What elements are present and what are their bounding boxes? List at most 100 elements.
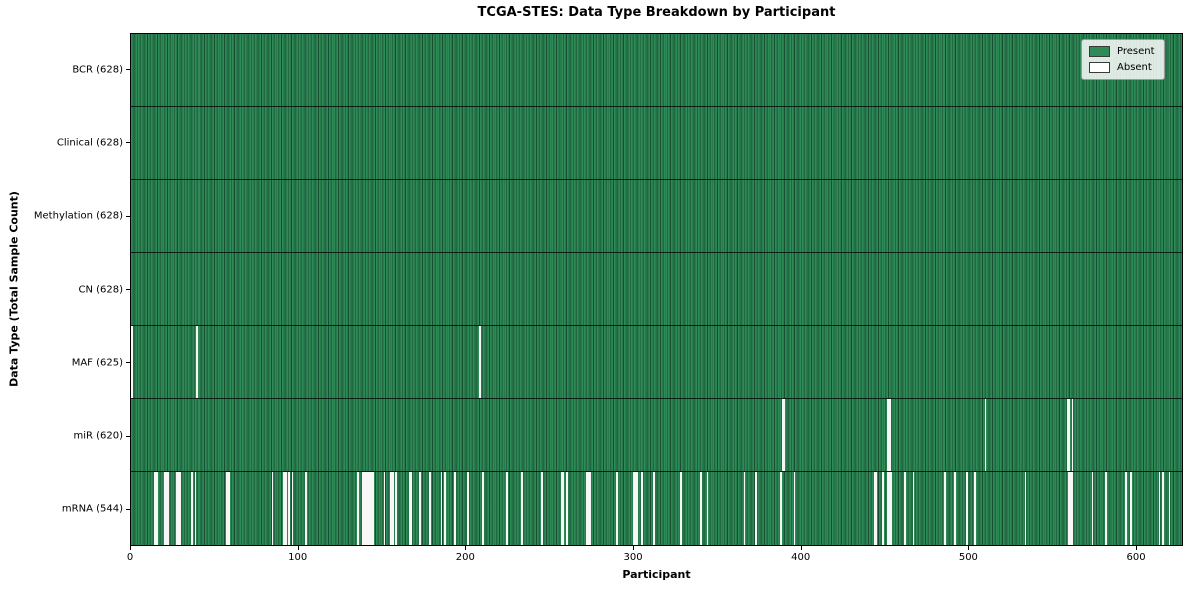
legend-label: Absent bbox=[1117, 62, 1152, 73]
absent-stripe bbox=[904, 472, 906, 545]
absent-stripe bbox=[793, 472, 796, 545]
absent-stripe bbox=[1125, 472, 1127, 545]
absent-stripe bbox=[520, 472, 523, 545]
legend: Present Absent bbox=[1081, 39, 1165, 80]
row-clinical bbox=[131, 107, 1182, 180]
x-axis-label: Participant bbox=[622, 568, 691, 581]
legend-entry-present: Present bbox=[1089, 46, 1155, 57]
absent-stripe bbox=[944, 472, 947, 545]
y-tick-mark bbox=[126, 362, 130, 364]
absent-stripe bbox=[1066, 399, 1069, 471]
x-tick-label: 200 bbox=[455, 552, 475, 563]
x-tick-label: 500 bbox=[958, 552, 978, 563]
x-tick-mark bbox=[968, 546, 970, 550]
absent-stripe bbox=[177, 472, 180, 545]
x-tick-label: 0 bbox=[126, 552, 134, 563]
absent-stripe bbox=[587, 472, 590, 545]
absent-stripe bbox=[636, 472, 639, 545]
absent-stripe bbox=[366, 472, 369, 545]
absent-stripe bbox=[283, 472, 285, 545]
absent-stripe bbox=[887, 399, 890, 471]
absent-stripe bbox=[616, 472, 618, 545]
absent-stripe bbox=[634, 472, 637, 545]
absent-stripe bbox=[194, 472, 197, 545]
absent-stripe bbox=[783, 399, 786, 471]
x-tick-label: 100 bbox=[288, 552, 308, 563]
absent-stripe bbox=[363, 472, 366, 545]
absent-stripe bbox=[589, 472, 592, 545]
absent-stripe bbox=[370, 472, 372, 545]
x-tick-mark bbox=[1136, 546, 1138, 550]
absent-stripe bbox=[882, 472, 885, 545]
y-tick-mark bbox=[126, 215, 130, 217]
absent-stripe bbox=[954, 472, 957, 545]
x-tick-label: 400 bbox=[791, 552, 811, 563]
row-maf bbox=[131, 326, 1182, 399]
absent-stripe bbox=[166, 472, 168, 545]
absent-stripe bbox=[966, 472, 968, 545]
absent-stripe bbox=[1024, 472, 1027, 545]
absent-stripe bbox=[633, 472, 635, 545]
absent-stripe bbox=[284, 472, 287, 545]
row-mir bbox=[131, 399, 1182, 472]
absent-stripe bbox=[383, 472, 386, 545]
absent-stripe bbox=[305, 472, 307, 545]
absent-stripe bbox=[743, 472, 746, 545]
absent-stripe bbox=[356, 472, 359, 545]
legend-swatch-present bbox=[1089, 46, 1110, 57]
row-bcr bbox=[131, 34, 1182, 107]
absent-stripe bbox=[395, 472, 398, 545]
absent-stripe bbox=[1091, 472, 1094, 545]
absent-stripe bbox=[226, 472, 229, 545]
absent-stripe bbox=[196, 326, 198, 398]
absent-stripe bbox=[974, 472, 977, 545]
absent-stripe bbox=[782, 399, 784, 471]
absent-stripe bbox=[482, 472, 485, 545]
absent-stripe bbox=[1158, 472, 1161, 545]
absent-stripe bbox=[889, 472, 891, 545]
x-tick-mark bbox=[297, 546, 299, 550]
absent-stripe bbox=[288, 472, 290, 545]
y-tick-label-mir: miR (620) bbox=[73, 430, 123, 442]
x-tick-label: 300 bbox=[623, 552, 643, 563]
absent-stripe bbox=[653, 472, 655, 545]
y-tick-label-bcr: BCR (628) bbox=[72, 64, 123, 76]
y-tick-mark bbox=[126, 69, 130, 71]
absent-stripe bbox=[368, 472, 371, 545]
absent-stripe bbox=[428, 472, 431, 545]
absent-stripe bbox=[706, 472, 709, 545]
absent-stripe bbox=[228, 472, 230, 545]
absent-stripe bbox=[390, 472, 393, 545]
absent-stripe bbox=[1130, 472, 1132, 545]
legend-label: Present bbox=[1117, 46, 1155, 57]
absent-stripe bbox=[1068, 472, 1070, 545]
plot-area bbox=[130, 33, 1183, 546]
y-tick-mark bbox=[126, 435, 130, 437]
x-tick-mark bbox=[633, 546, 635, 550]
absent-stripe bbox=[984, 399, 987, 471]
x-tick-mark bbox=[800, 546, 802, 550]
absent-stripe bbox=[1071, 399, 1074, 471]
absent-stripe bbox=[505, 472, 508, 545]
y-tick-mark bbox=[126, 508, 130, 510]
row-cn bbox=[131, 253, 1182, 326]
chart-title: TCGA-STES: Data Type Breakdown by Partic… bbox=[477, 5, 836, 20]
row-methylation bbox=[131, 180, 1182, 253]
absent-stripe bbox=[291, 472, 294, 545]
y-tick-mark bbox=[126, 289, 130, 290]
absent-stripe bbox=[890, 472, 893, 545]
absent-stripe bbox=[1105, 472, 1107, 545]
y-tick-label-methylation: Methylation (628) bbox=[33, 210, 123, 222]
y-tick-label-cn: CN (628) bbox=[78, 284, 123, 295]
absent-stripe bbox=[889, 399, 891, 471]
absent-stripe bbox=[164, 472, 167, 545]
absent-stripe bbox=[641, 472, 644, 545]
absent-stripe bbox=[408, 472, 411, 545]
x-tick-mark bbox=[465, 546, 467, 550]
absent-stripe bbox=[392, 472, 394, 545]
absent-stripe bbox=[167, 472, 170, 545]
x-tick-mark bbox=[130, 546, 131, 550]
absent-stripe bbox=[154, 472, 157, 545]
absent-stripe bbox=[443, 472, 446, 545]
absent-stripe bbox=[887, 472, 890, 545]
